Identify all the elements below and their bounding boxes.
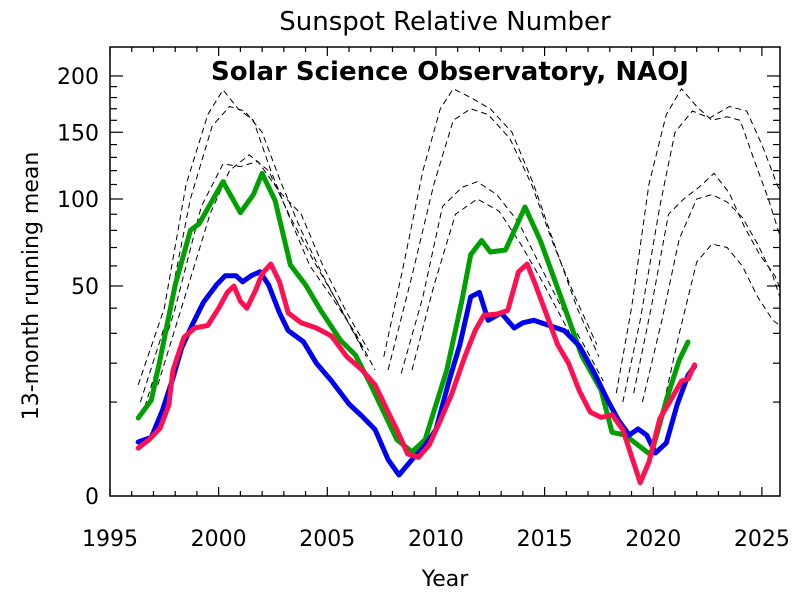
prediction-cycle23-d-line (157, 154, 363, 386)
prediction-cycle25-d-line (641, 194, 780, 403)
green-series-line (135, 170, 691, 458)
prediction-cycle24-b-line (387, 108, 598, 371)
prediction-cycle25-e-line (661, 243, 780, 413)
y-axis-label: 13-month running mean (19, 152, 44, 421)
chart-title: Sunspot Relative Number (279, 7, 611, 37)
red-series-line (135, 261, 697, 486)
prediction-cycle24-c-line (400, 181, 604, 382)
x-tick-label: 2010 (408, 527, 464, 552)
prediction-cycle24-a-line (383, 88, 600, 357)
prediction-cycle25-a-line (615, 87, 780, 394)
prediction-cycle23-b-line (139, 105, 367, 403)
x-tick-label: 2020 (625, 527, 681, 552)
plot-area (135, 87, 780, 486)
x-tick-label: 1995 (82, 527, 138, 552)
y-tick-label: 100 (57, 188, 99, 213)
x-axis-label: Year (421, 567, 470, 592)
x-tick-label: 2015 (517, 527, 573, 552)
plot-frame (109, 46, 781, 497)
x-tick-label: 2000 (191, 527, 247, 552)
y-tick-label: 0 (85, 485, 99, 510)
prediction-cycle23-a-line (137, 89, 376, 386)
prediction-cycle25-c-line (633, 172, 780, 394)
y-tick-label: 50 (71, 275, 99, 300)
x-tick-label: 2005 (299, 527, 355, 552)
chart-subtitle: Solar Science Observatory, NAOJ (211, 57, 689, 87)
y-tick-label: 200 (57, 65, 99, 90)
prediction-cycle24-d-line (411, 198, 587, 371)
y-tick-label: 150 (57, 121, 99, 146)
x-tick-label: 2025 (734, 527, 790, 552)
prediction-cycle25-b-line (622, 105, 780, 403)
